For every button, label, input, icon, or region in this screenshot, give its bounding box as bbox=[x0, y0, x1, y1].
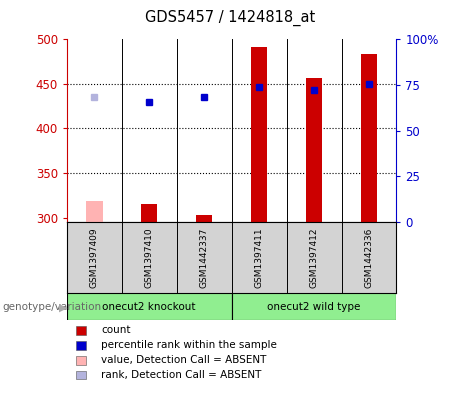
Text: onecut2 wild type: onecut2 wild type bbox=[267, 301, 361, 312]
Text: GSM1397411: GSM1397411 bbox=[254, 227, 264, 288]
Text: genotype/variation: genotype/variation bbox=[2, 302, 101, 312]
Text: GSM1397409: GSM1397409 bbox=[90, 227, 99, 288]
Text: count: count bbox=[101, 325, 131, 335]
Bar bbox=[361, 55, 377, 222]
Bar bbox=[67, 293, 231, 320]
Text: onecut2 knockout: onecut2 knockout bbox=[102, 301, 196, 312]
Text: GSM1397410: GSM1397410 bbox=[145, 227, 154, 288]
Text: rank, Detection Call = ABSENT: rank, Detection Call = ABSENT bbox=[101, 370, 262, 380]
Bar bbox=[251, 47, 267, 222]
Text: ▶: ▶ bbox=[59, 302, 67, 312]
Bar bbox=[231, 293, 396, 320]
Text: GDS5457 / 1424818_at: GDS5457 / 1424818_at bbox=[145, 10, 316, 26]
Bar bbox=[86, 201, 102, 222]
Bar bbox=[306, 78, 322, 222]
Text: percentile rank within the sample: percentile rank within the sample bbox=[101, 340, 278, 350]
Bar bbox=[196, 215, 213, 222]
Text: GSM1442337: GSM1442337 bbox=[200, 227, 209, 288]
Text: GSM1397412: GSM1397412 bbox=[309, 227, 319, 288]
Bar bbox=[141, 204, 158, 222]
Text: GSM1442336: GSM1442336 bbox=[365, 227, 373, 288]
Text: value, Detection Call = ABSENT: value, Detection Call = ABSENT bbox=[101, 355, 267, 365]
